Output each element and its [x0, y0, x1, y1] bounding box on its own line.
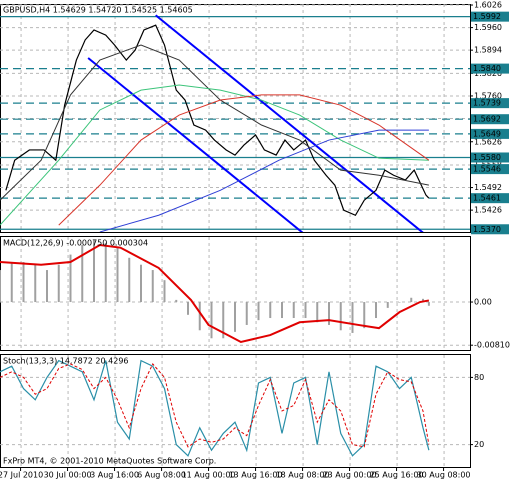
- histogram-bar: [187, 302, 189, 315]
- series-line: [0, 84, 429, 226]
- level-label: 1.5992: [473, 12, 501, 21]
- level-label-box: [471, 193, 509, 204]
- series-line: [5, 24, 430, 217]
- histogram-bar: [104, 242, 107, 303]
- channel-line: [87, 57, 304, 232]
- level-label: 1.5692: [473, 115, 501, 124]
- level-label: 1.5370: [473, 225, 501, 234]
- panel-title: Stoch(13,3,3) 14.7872 20.4296: [3, 357, 129, 366]
- y-tick-label: 0.00: [474, 298, 492, 307]
- channel-line: [155, 14, 424, 232]
- y-tick-label: 1.5960: [474, 23, 502, 32]
- series-line: [99, 129, 429, 232]
- histogram-bar: [427, 302, 430, 306]
- x-tick-label: 11 Aug 00:00: [182, 471, 236, 480]
- x-tick-label: 30 Jul 00:00: [44, 471, 92, 480]
- histogram-bar: [292, 302, 295, 319]
- histogram-bar: [163, 280, 166, 303]
- y-tick-label: 1.5492: [474, 183, 502, 192]
- histogram-bar: [410, 297, 413, 303]
- y-tick-label: -0.00810: [474, 341, 510, 350]
- y-tick-label: 1.6026: [474, 1, 502, 10]
- histogram-bar: [198, 302, 201, 331]
- y-tick-label: 20: [474, 440, 484, 449]
- histogram-bar: [34, 264, 37, 303]
- series-line: [0, 359, 430, 457]
- histogram-bar: [398, 302, 401, 303]
- histogram-bar: [22, 262, 25, 303]
- series-line: [0, 243, 430, 344]
- x-tick-label: 13 Aug 16:00: [229, 471, 283, 480]
- y-tick-label: 80: [474, 373, 484, 382]
- histogram-bar: [10, 262, 13, 303]
- level-label: 1.5461: [473, 194, 501, 203]
- level-label: 1.5739: [473, 99, 501, 108]
- y-tick-label: 1.5626: [474, 137, 502, 146]
- y-tick-label: 1.5426: [474, 206, 502, 215]
- x-tick-label: 6 Aug 08:00: [137, 471, 186, 480]
- panel-plot: [0, 4, 470, 232]
- histogram-bar: [128, 257, 131, 303]
- histogram-bar: [116, 247, 119, 303]
- histogram-bar: [257, 302, 260, 321]
- level-label-box: [471, 152, 509, 163]
- histogram-bar: [210, 302, 213, 339]
- x-tick-label: 27 Jul 2010: [0, 471, 43, 480]
- series-line: [58, 94, 430, 226]
- x-tick-label: 30 Aug 08:00: [417, 471, 471, 480]
- histogram-bar: [269, 302, 272, 319]
- y-tick-label: 1.5760: [474, 91, 502, 100]
- x-tick-label: 23 Aug 00:00: [323, 471, 377, 480]
- level-label-box: [471, 98, 509, 109]
- histogram-bar: [57, 264, 60, 303]
- histogram-bar: [81, 244, 84, 303]
- y-tick-label: 1.5894: [474, 46, 502, 55]
- level-label-box: [471, 63, 509, 74]
- histogram-bar: [328, 302, 330, 325]
- histogram-bar: [151, 270, 154, 303]
- histogram-bar: [281, 302, 283, 319]
- level-label: 1.5580: [473, 153, 501, 162]
- level-label-box: [471, 114, 509, 125]
- footer: FxPro MT4, © 2001-2010 MetaQuotes Softwa…: [3, 457, 216, 466]
- histogram-bar: [245, 302, 248, 325]
- histogram-bar: [175, 299, 178, 303]
- histogram-bar: [140, 264, 142, 303]
- panel-plot: [0, 355, 470, 467]
- histogram-bar: [386, 302, 389, 308]
- level-label: 1.5840: [473, 64, 501, 73]
- histogram-bar: [0, 270, 1, 303]
- histogram-bar: [316, 302, 319, 323]
- histogram-bar: [93, 239, 95, 303]
- series-line: [0, 363, 430, 448]
- panel-title: MACD(12,26,9) -0.000750 0.000304: [3, 239, 148, 248]
- histogram-bar: [363, 302, 366, 329]
- histogram-bar: [69, 254, 72, 303]
- panel-title: GBPUSD,H4 1.54629 1.54720 1.54525 1.5460…: [3, 6, 193, 15]
- level-label-box: [471, 224, 509, 235]
- level-label-box: [471, 164, 509, 175]
- stoch-panel: [0, 354, 471, 468]
- level-label: 1.5546: [473, 165, 501, 174]
- histogram-bar: [351, 302, 354, 333]
- level-label-box: [471, 128, 509, 139]
- histogram-bar: [375, 302, 377, 319]
- histogram-bar: [422, 298, 424, 303]
- histogram-bar: [46, 270, 48, 303]
- x-tick-label: 25 Aug 16:00: [370, 471, 424, 480]
- x-tick-label: 18 Aug 08:00: [276, 471, 330, 480]
- level-label: 1.5649: [473, 129, 501, 138]
- histogram-bar: [234, 302, 236, 332]
- histogram-bar: [304, 302, 307, 319]
- histogram-bar: [222, 302, 225, 339]
- series-line: [0, 44, 429, 201]
- x-tick-label: 3 Aug 16:00: [90, 471, 139, 480]
- panel-plot: [0, 237, 470, 350]
- histogram-bar: [339, 302, 342, 331]
- level-label-box: [471, 11, 509, 22]
